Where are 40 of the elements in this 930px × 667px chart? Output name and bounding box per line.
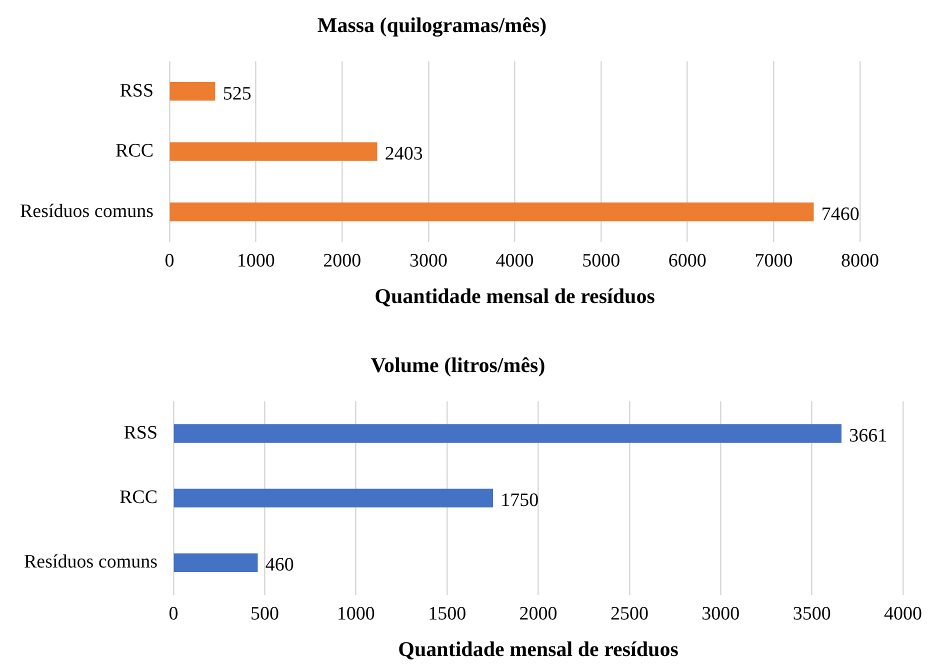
chart-title: Massa (quilogramas/mês) (317, 13, 547, 38)
x-tick-label: 3000 (409, 250, 448, 272)
x-tick-label: 3000 (702, 603, 740, 624)
data-label: 525 (222, 83, 252, 104)
y-tick-label: Resíduos comuns (20, 200, 154, 222)
y-tick-label: RSS (124, 422, 158, 444)
x-tick-label: 8000 (841, 250, 879, 272)
x-tick-label: 1000 (336, 603, 375, 624)
x-axis-title: Quantidade mensal de resíduos (398, 636, 678, 661)
chart-title: Volume (litros/mês) (370, 353, 546, 378)
x-tick-label: 4000 (884, 603, 922, 624)
x-tick-label: 7000 (754, 250, 793, 272)
x-tick-label: 0 (168, 603, 178, 624)
y-tick-label: RCC (120, 487, 158, 508)
x-tick-label: 5000 (582, 250, 620, 272)
data-label: 3661 (849, 425, 888, 446)
bar (174, 553, 258, 572)
data-label: 7460 (821, 204, 860, 225)
x-tick-label: 500 (250, 603, 279, 624)
x-tick-label: 6000 (668, 250, 706, 272)
data-label: 1750 (500, 490, 539, 512)
bar (170, 142, 378, 161)
x-tick-label: 1500 (428, 603, 466, 624)
bar (170, 202, 814, 222)
x-axis-title: Quantidade mensal de resíduos (374, 284, 655, 308)
x-tick-label: 1000 (236, 250, 275, 272)
x-tick-label: 0 (164, 250, 174, 272)
data-label: 2403 (384, 144, 423, 165)
x-tick-label: 4000 (496, 250, 534, 272)
x-tick-label: 2500 (610, 603, 648, 624)
x-tick-label: 3500 (792, 603, 831, 624)
bar (174, 424, 842, 443)
x-tick-label: 2000 (519, 603, 558, 624)
y-tick-label: Resíduos comuns (24, 552, 158, 573)
y-tick-label: RSS (120, 80, 154, 102)
y-tick-label: RCC (116, 140, 154, 162)
x-tick-label: 2000 (323, 250, 362, 272)
bar (174, 488, 494, 508)
bar (170, 82, 216, 101)
data-label: 460 (265, 554, 294, 576)
